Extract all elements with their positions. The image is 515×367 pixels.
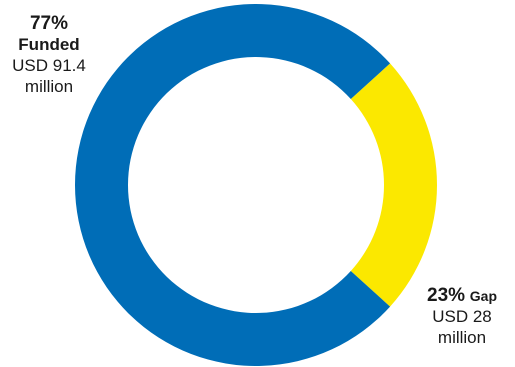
donut-slice-funded [74, 4, 391, 367]
funded-percent: 77% [29, 13, 69, 34]
funded-label: 77% Funded USD 91.4 million [2, 12, 96, 97]
gap-percent: 23% [427, 285, 466, 306]
gap-name: Gap [469, 288, 497, 304]
gap-amount-line2: million [437, 327, 487, 347]
funded-amount-line2: million [24, 76, 74, 96]
gap-label: 23% Gap USD 28 million [412, 284, 512, 349]
funded-amount-line1: USD 91.4 [12, 55, 86, 75]
donut-slice-gap [350, 63, 437, 307]
gap-amount-line1: USD 28 [432, 307, 492, 327]
funded-name: Funded [18, 35, 80, 55]
